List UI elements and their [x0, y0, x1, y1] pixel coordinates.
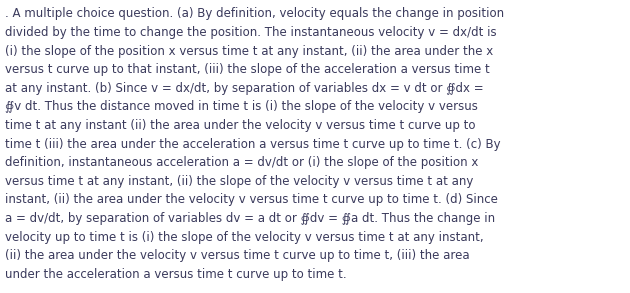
Text: time t (iii) the area under the acceleration a versus time t curve up to time t.: time t (iii) the area under the accelera…	[5, 138, 501, 151]
Text: . A multiple choice question. (a) By definition, velocity equals the change in p: . A multiple choice question. (a) By def…	[5, 7, 504, 20]
Text: definition, instantaneous acceleration a = dv/dt or (i) the slope of the positio: definition, instantaneous acceleration a…	[5, 156, 478, 169]
Text: versus t curve up to that instant, (iii) the slope of the acceleration a versus : versus t curve up to that instant, (iii)…	[5, 63, 490, 76]
Text: under the acceleration a versus time t curve up to time t.: under the acceleration a versus time t c…	[5, 268, 347, 281]
Text: velocity up to time t is (i) the slope of the velocity v versus time t at any in: velocity up to time t is (i) the slope o…	[5, 231, 484, 243]
Text: versus time t at any instant, (ii) the slope of the velocity v versus time t at : versus time t at any instant, (ii) the s…	[5, 175, 473, 188]
Text: divided by the time to change the position. The instantaneous velocity v = dx/dt: divided by the time to change the positi…	[5, 26, 496, 39]
Text: ∯v dt. Thus the distance moved in time t is (i) the slope of the velocity v vers: ∯v dt. Thus the distance moved in time t…	[5, 100, 478, 113]
Text: a = dv/dt, by separation of variables dv = a dt or ∯dv = ∯a dt. Thus the change : a = dv/dt, by separation of variables dv…	[5, 212, 495, 225]
Text: at any instant. (b) Since v = dx/dt, by separation of variables dx = v dt or ∯dx: at any instant. (b) Since v = dx/dt, by …	[5, 82, 484, 95]
Text: (ii) the area under the velocity v versus time t curve up to time t, (iii) the a: (ii) the area under the velocity v versu…	[5, 249, 470, 262]
Text: (i) the slope of the position x versus time t at any instant, (ii) the area unde: (i) the slope of the position x versus t…	[5, 45, 493, 57]
Text: instant, (ii) the area under the velocity v versus time t curve up to time t. (d: instant, (ii) the area under the velocit…	[5, 193, 498, 206]
Text: time t at any instant (ii) the area under the velocity v versus time t curve up : time t at any instant (ii) the area unde…	[5, 119, 476, 132]
